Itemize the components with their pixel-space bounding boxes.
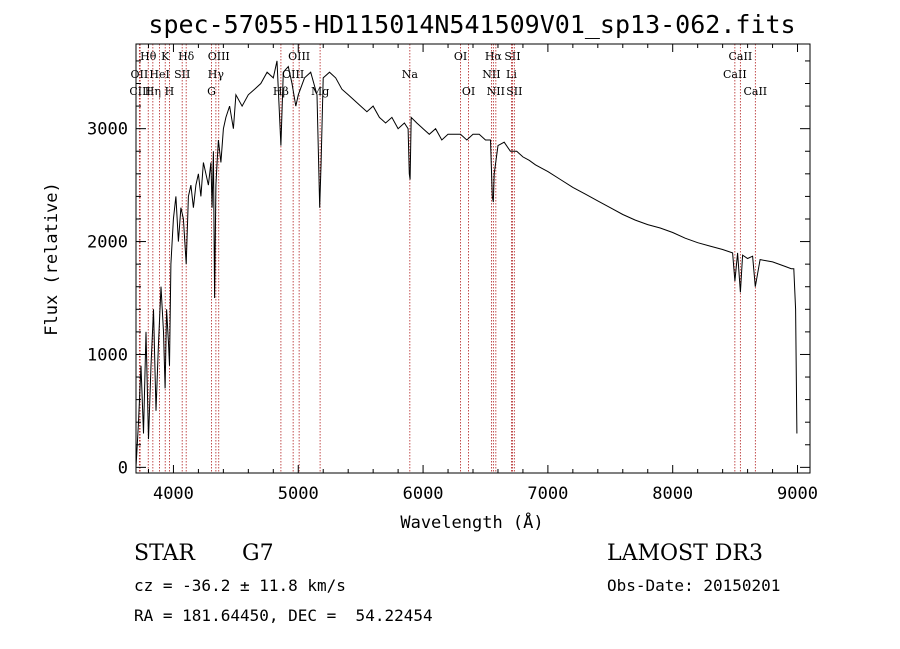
line-marker-label-24: SII	[506, 85, 522, 98]
line-marker-label-17: OI	[454, 50, 467, 63]
observation-date: Obs-Date: 20150201	[607, 576, 781, 595]
x-tick-label-4000: 4000	[153, 484, 194, 504]
x-tick-label-9000: 9000	[777, 484, 818, 504]
line-marker-label-4: HeI	[149, 68, 169, 81]
x-tick-label-7000: 7000	[527, 484, 568, 504]
plot-frame	[135, 43, 811, 474]
spectrum-line	[135, 60, 798, 468]
line-marker-label-14: OIII	[282, 68, 304, 81]
line-marker-label-11: G	[207, 85, 216, 98]
y-axis-ticks: 0 1000 2000 3000	[87, 60, 810, 478]
x-tick-label-6000: 6000	[403, 484, 444, 504]
line-marker-label-9: OIII	[208, 50, 230, 63]
object-subclass: G7	[242, 541, 274, 566]
object-class: STAR	[134, 541, 195, 566]
line-marker-label-22: SII	[504, 50, 520, 63]
line-marker-label-8: SII	[174, 68, 190, 81]
survey-name: LAMOST DR3	[607, 541, 763, 566]
line-marker-label-26: CaII	[723, 68, 747, 81]
line-marker-label-19: Hα	[485, 50, 503, 63]
line-marker-label-5: K	[161, 50, 170, 63]
line-marker-label-10: Hγ	[208, 68, 225, 81]
line-marker-label-18: OI	[462, 85, 475, 98]
line-marker-label-3: Hη	[145, 85, 161, 98]
line-marker-label-15: Mg	[311, 85, 329, 98]
line-marker-label-2: CIII	[129, 85, 150, 98]
line-marker-label-23: Li	[506, 68, 517, 81]
chart-title: spec-57055-HD115014N541509V01_sp13-062.f…	[148, 10, 795, 39]
y-tick-label-0: 0	[118, 458, 128, 478]
line-marker-label-7: Hδ	[178, 50, 195, 63]
x-tick-label-8000: 8000	[652, 484, 693, 504]
sky-coordinates: RA = 181.64450, DEC = 54.22454	[134, 606, 433, 625]
line-marker-label-13: OIII	[288, 50, 310, 63]
line-marker-label-0: Hθ	[140, 50, 157, 63]
x-tick-label-5000: 5000	[278, 484, 319, 504]
x-axis-label: Wavelength (Å)	[400, 511, 543, 533]
y-axis-label: Flux (relative)	[42, 182, 62, 336]
line-marker-label-20: NII	[482, 68, 500, 81]
line-marker-label-1: OII	[131, 68, 149, 81]
x-axis-ticks: 4000 5000 6000 7000 8000 9000	[147, 44, 818, 504]
y-tick-label-1000: 1000	[87, 345, 128, 365]
line-marker-label-12: Hβ	[273, 85, 289, 98]
line-marker-label-6: H	[165, 85, 175, 98]
spectrum-layer	[135, 60, 798, 468]
y-tick-label-3000: 3000	[87, 120, 128, 140]
line-marker-label-25: CaII	[729, 50, 753, 63]
line-marker-label-21: NII	[487, 85, 505, 98]
line-marker-label-16: Na	[402, 68, 419, 81]
y-tick-label-2000: 2000	[87, 233, 128, 253]
redshift-cz: cz = -36.2 ± 11.8 km/s	[134, 576, 346, 595]
line-marker-label-27: CaII	[743, 85, 767, 98]
